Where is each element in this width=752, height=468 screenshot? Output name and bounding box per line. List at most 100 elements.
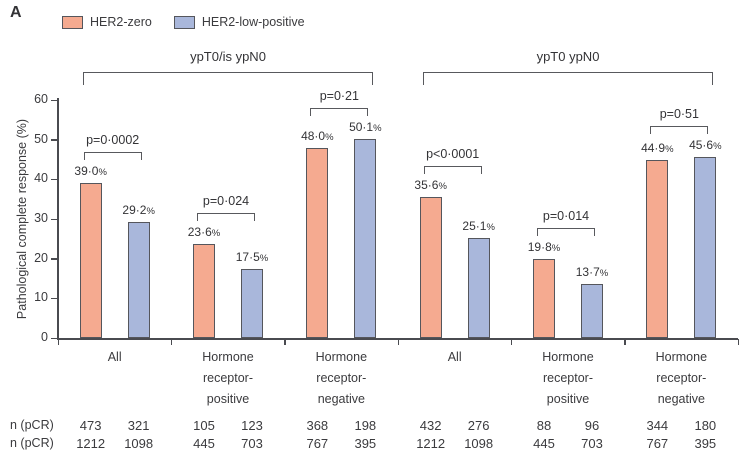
percent-sign: % xyxy=(551,243,561,255)
p-value-label: p=0·024 xyxy=(202,194,250,209)
x-axis-category-label: All xyxy=(398,347,511,368)
category-label-line: positive xyxy=(206,392,250,406)
n-value: 368 xyxy=(306,418,329,433)
x-axis-category-label: Hormone receptor-positive xyxy=(171,347,284,410)
p-value-label: p=0·0002 xyxy=(86,133,140,148)
y-axis-tick-label: 60 xyxy=(34,92,48,106)
n-value: 180 xyxy=(694,418,717,433)
y-axis-tick xyxy=(51,218,57,220)
category-label-line: Hormone xyxy=(202,350,254,364)
x-axis-tick xyxy=(624,339,626,345)
category-label-line: receptor- xyxy=(656,371,707,385)
bar-value-label: 13·7% xyxy=(575,264,609,279)
n-value: 344 xyxy=(646,418,669,433)
x-axis-tick xyxy=(397,339,399,345)
group-bracket xyxy=(422,72,714,85)
comparison-bracket xyxy=(537,228,595,237)
y-axis-tick-label: 10 xyxy=(34,290,48,305)
x-axis-line xyxy=(57,338,738,340)
category-label-line: receptor- xyxy=(542,371,593,385)
n-value: 88 xyxy=(536,418,552,433)
comparison-bracket xyxy=(310,108,369,117)
category-label-line: receptor- xyxy=(202,371,253,385)
n-value: 395 xyxy=(354,436,377,451)
n-value: 123 xyxy=(241,418,263,433)
y-axis-tick-label: 0 xyxy=(41,330,48,344)
category-label-line: receptor- xyxy=(316,371,367,385)
y-axis-tick xyxy=(51,297,57,300)
bar-value-label: 48·0% xyxy=(301,128,334,143)
n-value: 703 xyxy=(241,436,263,451)
n-value: 105 xyxy=(193,418,215,433)
bar-her2-zero xyxy=(306,147,329,338)
n-value: 96 xyxy=(584,418,600,433)
bar-her2-zero xyxy=(646,159,669,338)
n-value: 1212 xyxy=(76,436,106,451)
category-label-line: negative xyxy=(657,392,705,406)
bar-value-label: 29·2% xyxy=(122,203,155,218)
y-axis-tick xyxy=(51,99,57,101)
comparison-bracket xyxy=(197,213,255,222)
percent-sign: % xyxy=(438,180,447,192)
n-value: 432 xyxy=(419,418,442,433)
x-axis-tick xyxy=(170,339,173,345)
p-value-label: p=0·014 xyxy=(542,209,590,224)
bar-her2-zero xyxy=(533,259,555,338)
legend-item-her2-zero: HER2-zero xyxy=(62,15,152,29)
n-value: 1098 xyxy=(464,436,494,451)
bar-value-label: 19·8% xyxy=(527,240,561,255)
percent-sign: % xyxy=(373,123,382,135)
n-value: 473 xyxy=(79,418,102,433)
n-value: 445 xyxy=(533,436,555,451)
legend-label: HER2-zero xyxy=(90,15,152,29)
n-value: 395 xyxy=(694,436,717,451)
y-axis-line xyxy=(57,98,59,338)
p-value-label: p=0·21 xyxy=(319,89,359,104)
table-row-label: n (pCR) xyxy=(10,418,54,432)
x-axis-category-label: All xyxy=(58,347,171,368)
n-value: 1098 xyxy=(124,436,154,451)
x-axis-category-label: Hormone receptor-positive xyxy=(511,347,624,410)
y-axis-tick-label: 50 xyxy=(34,131,48,146)
y-axis-tick xyxy=(51,337,57,339)
n-value: 276 xyxy=(467,418,490,433)
bar-her2-low-positive xyxy=(127,222,150,338)
n-value: 1212 xyxy=(416,436,446,451)
panel-label: A xyxy=(10,4,22,21)
category-label-line: positive xyxy=(546,392,590,406)
her2-low-positive-swatch-icon xyxy=(173,15,195,29)
group-bracket-label: ypT0 ypN0 xyxy=(536,49,600,64)
bar-value-label: 39·0% xyxy=(74,164,107,179)
category-label-line: All xyxy=(447,350,462,364)
percent-sign: % xyxy=(713,141,722,153)
bar-her2-low-positive xyxy=(241,268,263,338)
category-label-line: Hormone xyxy=(655,350,708,364)
category-label-line: Hormone xyxy=(542,350,594,364)
bar-her2-zero xyxy=(419,196,442,338)
y-axis-tick xyxy=(51,178,57,181)
x-axis-category-label: Hormone receptor-negative xyxy=(625,347,738,410)
n-value: 198 xyxy=(354,418,377,433)
group-bracket xyxy=(82,72,374,85)
category-label-line: All xyxy=(107,350,122,364)
x-axis-tick xyxy=(737,339,739,345)
bar-value-label: 25·1% xyxy=(462,219,495,234)
group-bracket-label: ypT0/is ypN0 xyxy=(190,49,266,64)
percent-sign: % xyxy=(665,143,674,155)
y-axis-tick xyxy=(51,258,57,260)
n-value: 321 xyxy=(127,418,150,433)
bar-her2-low-positive xyxy=(354,139,377,338)
x-axis-tick xyxy=(57,339,59,345)
bar-her2-zero xyxy=(79,183,102,338)
n-value: 703 xyxy=(581,436,603,451)
percent-sign: % xyxy=(325,131,334,143)
percent-sign: % xyxy=(98,167,107,179)
p-value-label: p=0·51 xyxy=(659,107,699,122)
n-value: 767 xyxy=(306,436,329,451)
percent-sign: % xyxy=(211,228,221,240)
n-value: 767 xyxy=(646,436,669,451)
legend-item-her2-low-positive: HER2-low-positive xyxy=(173,15,305,29)
y-axis-tick-label: 20 xyxy=(34,250,48,265)
y-axis-tick xyxy=(51,139,57,141)
